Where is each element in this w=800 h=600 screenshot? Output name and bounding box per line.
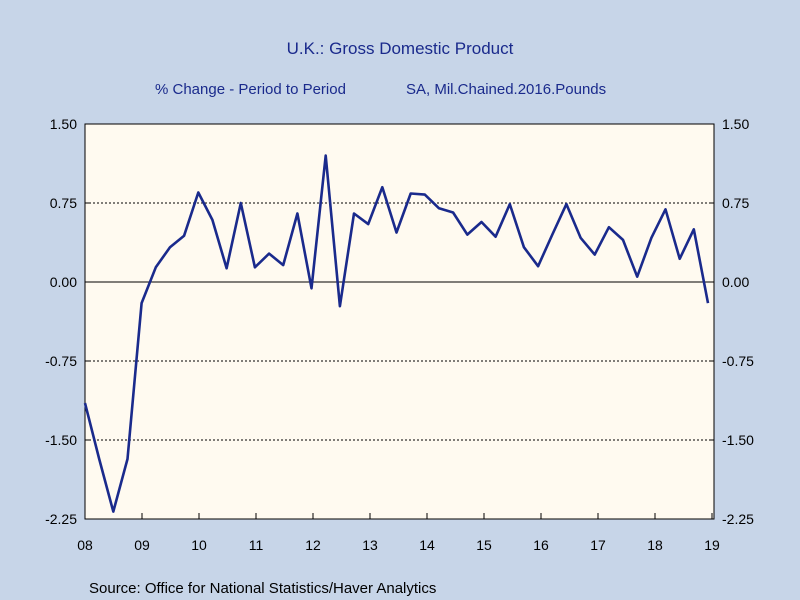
chart-title: U.K.: Gross Domestic Product [287, 39, 514, 58]
y-tick-label-left: -1.50 [45, 432, 77, 448]
y-tick-label-left: 0.00 [50, 274, 77, 290]
chart-subtitle-left: % Change - Period to Period [155, 81, 346, 98]
x-tick-label: 09 [134, 537, 150, 553]
y-tick-label-right: -0.75 [722, 353, 754, 369]
y-tick-label-left: -0.75 [45, 353, 77, 369]
y-tick-label-left: 1.50 [50, 116, 77, 132]
x-tick-label: 15 [476, 537, 492, 553]
y-tick-label-right: 1.50 [722, 116, 749, 132]
y-axis-right: 1.50 0.75 0.00 -0.75 -1.50 -2.25 [709, 116, 754, 527]
x-tick-label: 11 [249, 537, 264, 553]
y-tick-label-left: 0.75 [50, 195, 77, 211]
x-axis: 08 09 10 11 12 13 14 15 16 17 18 19 [77, 513, 720, 553]
gdp-series-line [83, 154, 710, 513]
y-tick-label-left: -2.25 [45, 511, 77, 527]
x-tick-label: 10 [191, 537, 207, 553]
x-tick-label: 08 [77, 537, 93, 553]
y-tick-label-right: 0.75 [722, 195, 749, 211]
y-tick-label-right: -1.50 [722, 432, 754, 448]
gridlines [85, 202, 714, 441]
x-tick-label: 14 [419, 537, 435, 553]
source-note: Source: Office for National Statistics/H… [89, 580, 436, 597]
x-tick-label: 13 [362, 537, 378, 553]
y-tick-label-right: 0.00 [722, 274, 749, 290]
y-axis-left: 1.50 0.75 0.00 -0.75 -1.50 -2.25 [45, 116, 90, 527]
x-tick-label: 19 [704, 537, 720, 553]
chart-subtitle-right: SA, Mil.Chained.2016.Pounds [406, 81, 606, 98]
x-tick-label: 18 [647, 537, 663, 553]
series-group [83, 154, 710, 513]
plot-area [84, 123, 715, 520]
x-tick-label: 17 [590, 537, 606, 553]
x-tick-label: 12 [305, 537, 321, 553]
y-tick-label-right: -2.25 [722, 511, 754, 527]
x-tick-label: 16 [533, 537, 549, 553]
